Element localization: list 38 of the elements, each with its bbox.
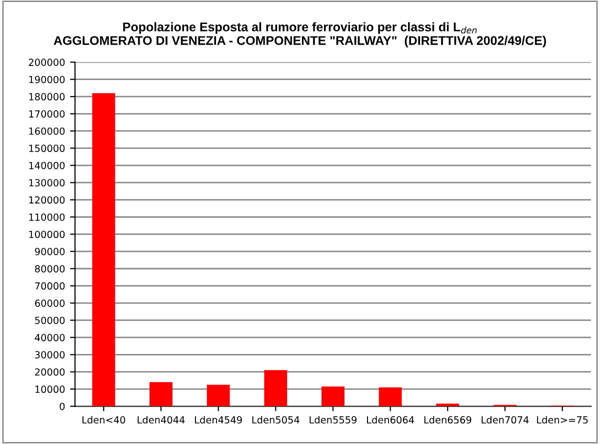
x-tick-label: Lden4044 (138, 416, 185, 424)
y-tick-label: 50000 (35, 316, 65, 324)
bar (92, 93, 116, 406)
y-tick-label: 170000 (29, 110, 65, 118)
bar (264, 370, 288, 406)
y-tick-label: 10000 (35, 386, 65, 393)
y-tick-label: 80000 (35, 265, 65, 272)
x-tick-label: Lden7074 (482, 416, 529, 424)
y-tick-label: 150000 (29, 144, 65, 152)
x-tick-label: Lden4549 (195, 416, 242, 424)
y-tick-label: 0 (60, 402, 65, 410)
y-tick-label: 180000 (29, 93, 65, 100)
chart-title: Popolazione Esposta al rumore ferroviario per classi di L$_{den}$ AGGLOMERATO DI VENEZIA - COMPONENTE "RAILWAY" (DIRETTIVA 2002/49/CE) (54, 22, 546, 48)
bar (378, 387, 402, 406)
y-tick-label: 70000 (35, 282, 65, 290)
y-tick-label: 90000 (34, 248, 65, 256)
y-tick-label: 160000 (29, 127, 65, 135)
x-tick-label: Lden<40 (82, 416, 126, 424)
y-tick-label: 20000 (35, 368, 65, 376)
y-tick-label: 100000 (29, 230, 65, 238)
x-tick-label: Lden6064 (367, 416, 414, 424)
y-tick-label: 130000 (29, 179, 65, 186)
bar (150, 382, 172, 406)
y-tick-label: 60000 (35, 300, 65, 307)
x-tick-label: Lden>=75 (537, 416, 588, 424)
y-tick-label: 40000 (34, 334, 65, 342)
bar (436, 404, 460, 406)
y-tick-label: 190000 (29, 76, 65, 84)
y-tick-label: 30000 (35, 351, 65, 358)
y-tick-label: 110000 (29, 213, 65, 221)
x-tick-label: Lden5559 (310, 416, 357, 424)
y-tick-label: 200000 (28, 58, 65, 66)
bar (322, 386, 344, 406)
y-tick-label: 140000 (29, 162, 65, 170)
x-tick-label: Lden6569 (424, 416, 472, 424)
y-tick-label: 120000 (29, 196, 65, 204)
x-tick-label: Lden5054 (252, 416, 300, 424)
bar (206, 384, 230, 406)
